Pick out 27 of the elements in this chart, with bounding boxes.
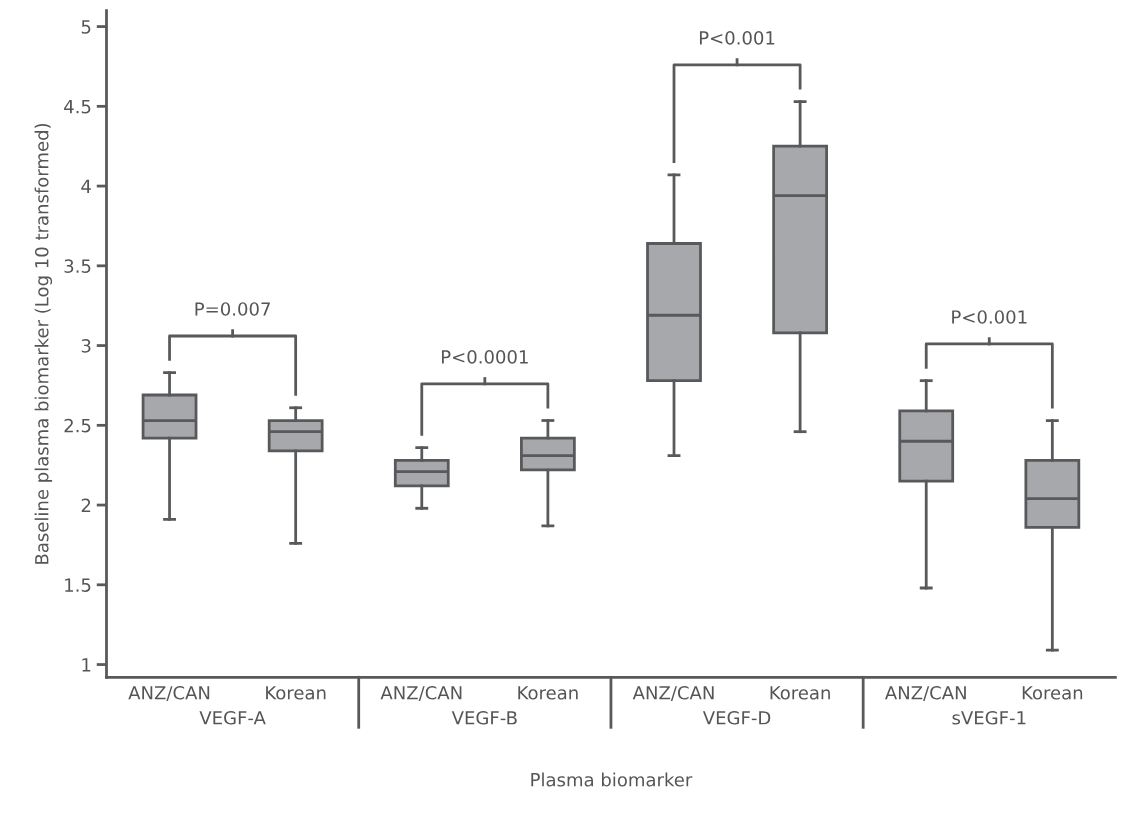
annotation: P<0.001 bbox=[952, 310, 1027, 324]
x-tick-label: ANZ/CAN bbox=[380, 685, 462, 702]
x-tick-label: ANZ/CAN bbox=[884, 685, 966, 702]
y-tick-label: 2.5 bbox=[64, 418, 91, 433]
y-tick-label: 4.5 bbox=[64, 100, 91, 114]
y-tick-label: 1.5 bbox=[65, 578, 91, 592]
y-tick-label: 3 bbox=[81, 339, 91, 353]
x-tick-label: Korean bbox=[266, 686, 326, 700]
y-tick-label: 3.5 bbox=[64, 259, 91, 273]
x-tick-label: Korean bbox=[770, 686, 830, 700]
x-tick-label: Korean bbox=[518, 686, 578, 700]
text: VEGF-B bbox=[451, 710, 517, 725]
annotation: P<0.001 bbox=[699, 31, 775, 45]
y-tick-label: 1 bbox=[82, 658, 91, 672]
y-tick-label: 2 bbox=[81, 498, 91, 512]
y-axis-title: Baseline plasma biomarker (Log 10 transformed) bbox=[34, 123, 53, 564]
text: VEGF-D bbox=[702, 710, 771, 725]
annotation: P=0.007 bbox=[195, 302, 270, 316]
x-tick-label: ANZ/CAN bbox=[128, 685, 210, 702]
x-tick-label: Korean bbox=[1022, 686, 1083, 700]
y-tick-label: 5 bbox=[81, 20, 91, 34]
annotation: P<0.0001 bbox=[442, 350, 528, 364]
x-axis-title: Plasma biomarker bbox=[531, 772, 693, 787]
x-tick-label: ANZ/CAN bbox=[632, 685, 714, 702]
text: sVEGF-1 bbox=[952, 710, 1026, 725]
y-tick-label: 4 bbox=[81, 179, 91, 193]
text: VEGF-A bbox=[199, 710, 266, 725]
